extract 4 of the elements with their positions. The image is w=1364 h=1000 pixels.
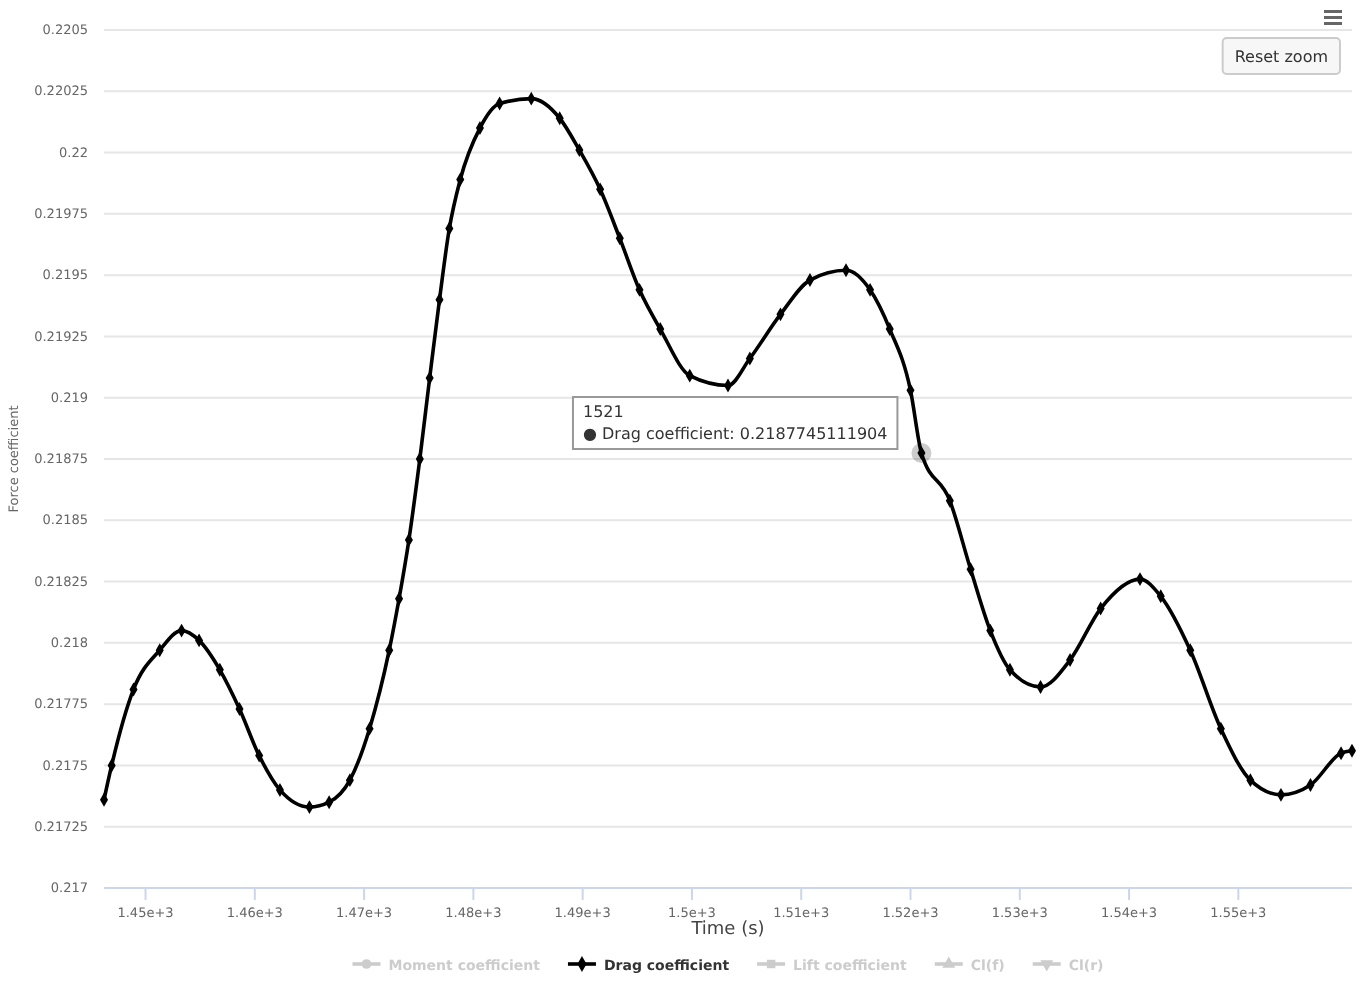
x-axis-title: Time (s) <box>689 920 765 940</box>
reset-zoom-button: Reset zoom <box>1221 37 1341 75</box>
annotation: Reset zoom <box>1234 48 1329 66</box>
annotation: 1521 ● Drag coefficient: 0.2187745111904 <box>582 402 888 443</box>
